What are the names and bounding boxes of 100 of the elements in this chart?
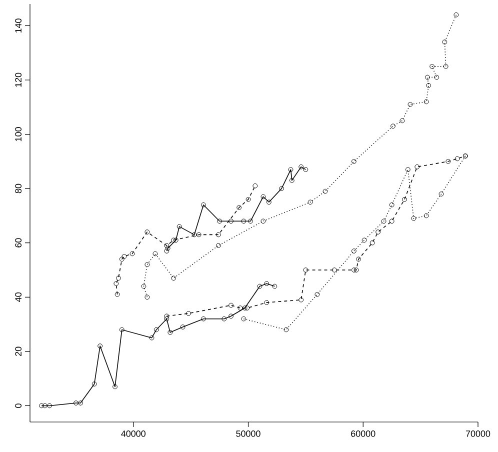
point bbox=[244, 306, 250, 310]
point bbox=[201, 202, 206, 208]
point bbox=[171, 276, 176, 281]
x-tick-label: 40000 bbox=[121, 430, 146, 437]
point bbox=[196, 232, 202, 238]
point bbox=[216, 232, 221, 238]
point bbox=[141, 284, 146, 289]
point bbox=[165, 246, 170, 251]
point bbox=[411, 216, 416, 221]
point bbox=[168, 330, 173, 335]
point bbox=[430, 64, 434, 69]
point bbox=[222, 316, 227, 322]
point bbox=[279, 186, 284, 192]
point bbox=[381, 218, 386, 224]
point bbox=[400, 118, 405, 124]
point bbox=[144, 230, 150, 234]
point bbox=[241, 316, 246, 322]
point bbox=[74, 400, 78, 406]
point bbox=[173, 238, 178, 243]
point bbox=[242, 306, 248, 310]
point bbox=[370, 240, 375, 246]
point bbox=[248, 218, 253, 224]
y-tick-label: 60 bbox=[15, 238, 22, 248]
point bbox=[389, 218, 394, 224]
point bbox=[152, 251, 158, 256]
point bbox=[119, 327, 124, 332]
point bbox=[122, 254, 127, 259]
point bbox=[154, 327, 159, 332]
point bbox=[164, 316, 170, 322]
point bbox=[303, 268, 308, 272]
point bbox=[144, 294, 150, 300]
point bbox=[332, 268, 337, 272]
point bbox=[164, 243, 170, 248]
point bbox=[446, 158, 451, 164]
point bbox=[114, 281, 119, 286]
point bbox=[443, 64, 448, 69]
point bbox=[92, 382, 97, 386]
point bbox=[192, 232, 197, 238]
point bbox=[408, 102, 413, 107]
point bbox=[351, 158, 356, 164]
point bbox=[351, 268, 356, 272]
point bbox=[288, 167, 294, 172]
point bbox=[266, 200, 272, 205]
point bbox=[114, 292, 120, 297]
point bbox=[426, 82, 432, 88]
point bbox=[164, 314, 170, 319]
point bbox=[298, 297, 304, 302]
point bbox=[414, 164, 420, 170]
point bbox=[434, 74, 440, 80]
point bbox=[98, 344, 103, 348]
point bbox=[264, 300, 270, 306]
point bbox=[438, 192, 444, 196]
point bbox=[424, 99, 429, 104]
point bbox=[144, 262, 150, 268]
point bbox=[389, 202, 394, 208]
point bbox=[264, 281, 270, 286]
point bbox=[322, 188, 328, 194]
point bbox=[238, 306, 243, 310]
point bbox=[78, 400, 83, 406]
point bbox=[236, 205, 242, 210]
y-tick-label: 0 bbox=[15, 404, 22, 408]
point bbox=[246, 196, 251, 202]
point bbox=[149, 335, 154, 340]
point bbox=[180, 324, 186, 330]
point bbox=[402, 196, 407, 202]
point bbox=[252, 183, 258, 188]
point bbox=[376, 230, 381, 234]
point bbox=[171, 238, 176, 243]
point bbox=[186, 310, 191, 316]
point bbox=[454, 12, 459, 18]
y-tick-label: 100 bbox=[15, 127, 22, 142]
point bbox=[351, 248, 356, 254]
point bbox=[314, 292, 320, 297]
point bbox=[201, 316, 206, 322]
point bbox=[362, 238, 367, 243]
point bbox=[260, 218, 266, 224]
point bbox=[112, 384, 118, 390]
point bbox=[47, 403, 52, 408]
point bbox=[119, 256, 124, 262]
point bbox=[308, 200, 313, 205]
point bbox=[354, 268, 359, 272]
x-tick-label: 60000 bbox=[351, 430, 376, 437]
point bbox=[442, 40, 448, 44]
point bbox=[228, 302, 234, 308]
point bbox=[284, 327, 289, 332]
point bbox=[454, 156, 460, 162]
point bbox=[424, 213, 429, 218]
y-tick-label: 140 bbox=[15, 18, 22, 33]
point bbox=[217, 218, 222, 224]
point bbox=[260, 194, 266, 200]
point bbox=[257, 284, 262, 289]
y-tick-label: 120 bbox=[15, 72, 22, 87]
x-tick-label: 50000 bbox=[236, 430, 260, 437]
point bbox=[405, 167, 410, 172]
point bbox=[116, 276, 121, 281]
y-tick-label: 80 bbox=[15, 184, 22, 194]
point bbox=[42, 403, 48, 408]
point bbox=[228, 218, 234, 224]
point bbox=[425, 74, 430, 80]
x-tick-label: 70000 bbox=[466, 430, 490, 437]
